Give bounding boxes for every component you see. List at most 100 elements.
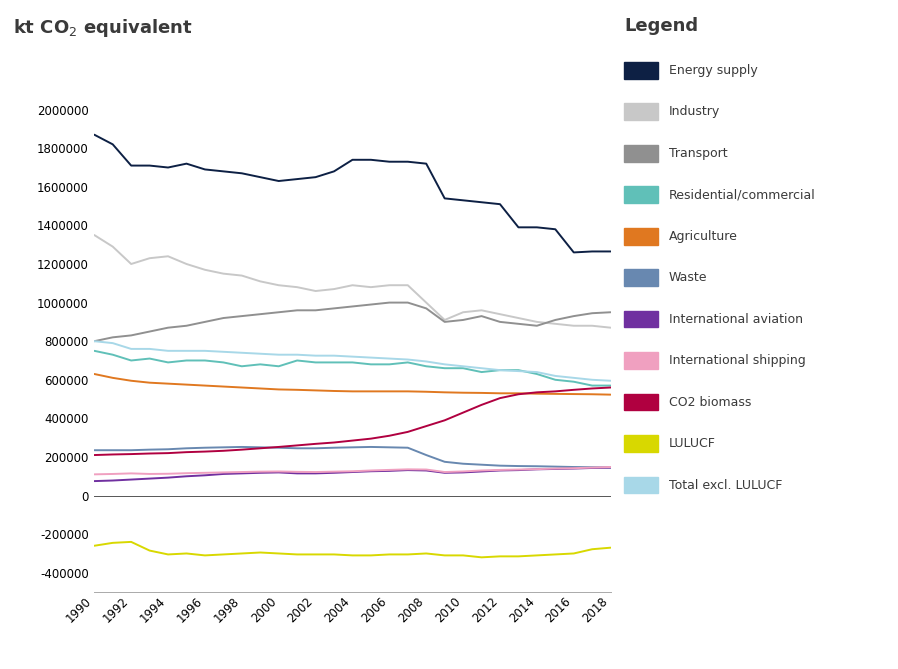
Waste [89,446,100,454]
Industry [255,278,266,286]
Text: Energy supply: Energy supply [669,64,758,77]
Total excl. LULUCF [439,361,450,369]
CO2 biomass [126,450,136,458]
International aviation [310,470,321,478]
Energy supply [476,198,487,206]
International aviation [365,467,376,475]
Total excl. LULUCF [181,347,192,355]
Agriculture [218,383,229,391]
Total excl. LULUCF [550,372,560,380]
Energy supply [348,156,358,164]
Waste [365,443,376,451]
Agriculture [384,387,395,395]
International aviation [384,467,395,475]
Agriculture [236,383,247,391]
Residential/commercial [218,359,229,367]
Transport [181,322,192,330]
International aviation [513,466,524,474]
Agriculture [458,389,469,397]
Agriculture [513,389,524,397]
Waste [199,444,210,452]
Transport [402,298,413,306]
CO2 biomass [568,386,579,394]
Transport [108,333,119,341]
CO2 biomass [365,435,376,443]
Energy supply [458,196,469,204]
Total excl. LULUCF [568,374,579,382]
Waste [513,462,524,470]
Waste [163,446,173,454]
International shipping [532,465,542,473]
CO2 biomass [495,394,506,402]
Industry [365,283,376,291]
International shipping [586,464,597,472]
Waste [421,451,432,459]
Industry [145,254,155,262]
Line: CO2 biomass: CO2 biomass [94,387,611,455]
Transport [365,300,376,308]
Transport [384,298,395,306]
International shipping [163,470,173,478]
Total excl. LULUCF [513,367,524,375]
International aviation [273,468,284,476]
Waste [586,463,597,471]
Residential/commercial [181,357,192,365]
International shipping [218,468,229,476]
Energy supply [255,173,266,181]
Transport [439,318,450,326]
Residential/commercial [199,357,210,365]
Agriculture [495,389,506,397]
Text: International aviation: International aviation [669,312,803,326]
LULUCF [310,551,321,559]
Energy supply [495,200,506,208]
Line: Industry: Industry [94,235,611,328]
Transport [89,337,100,345]
Waste [181,444,192,452]
International shipping [550,464,560,472]
CO2 biomass [402,428,413,436]
Residential/commercial [568,378,579,386]
Text: CO2 biomass: CO2 biomass [669,395,752,409]
LULUCF [163,551,173,559]
Text: Residential/commercial: Residential/commercial [669,188,815,201]
International aviation [586,464,597,472]
Residential/commercial [145,355,155,363]
Energy supply [199,165,210,173]
CO2 biomass [605,383,616,391]
International aviation [108,476,119,484]
International aviation [568,464,579,472]
Industry [513,314,524,322]
Industry [163,252,173,260]
International aviation [181,472,192,480]
International aviation [199,471,210,479]
LULUCF [255,549,266,557]
Agriculture [586,390,597,398]
Line: Transport: Transport [94,302,611,341]
Total excl. LULUCF [402,355,413,363]
LULUCF [108,539,119,547]
Total excl. LULUCF [163,347,173,355]
International aviation [255,469,266,477]
CO2 biomass [384,432,395,440]
LULUCF [421,549,432,557]
Energy supply [108,140,119,149]
Transport [568,312,579,320]
Transport [495,318,506,326]
Industry [329,285,339,293]
CO2 biomass [236,446,247,454]
Waste [126,446,136,454]
Total excl. LULUCF [348,353,358,361]
Waste [532,462,542,470]
Residential/commercial [329,359,339,367]
LULUCF [605,544,616,552]
Text: Waste: Waste [669,271,708,284]
Transport [145,328,155,336]
LULUCF [365,551,376,559]
Residential/commercial [550,376,560,384]
Line: LULUCF: LULUCF [94,542,611,557]
Line: International shipping: International shipping [94,467,611,474]
Waste [329,444,339,452]
Agriculture [439,388,450,396]
Energy supply [384,158,395,166]
International shipping [458,468,469,476]
